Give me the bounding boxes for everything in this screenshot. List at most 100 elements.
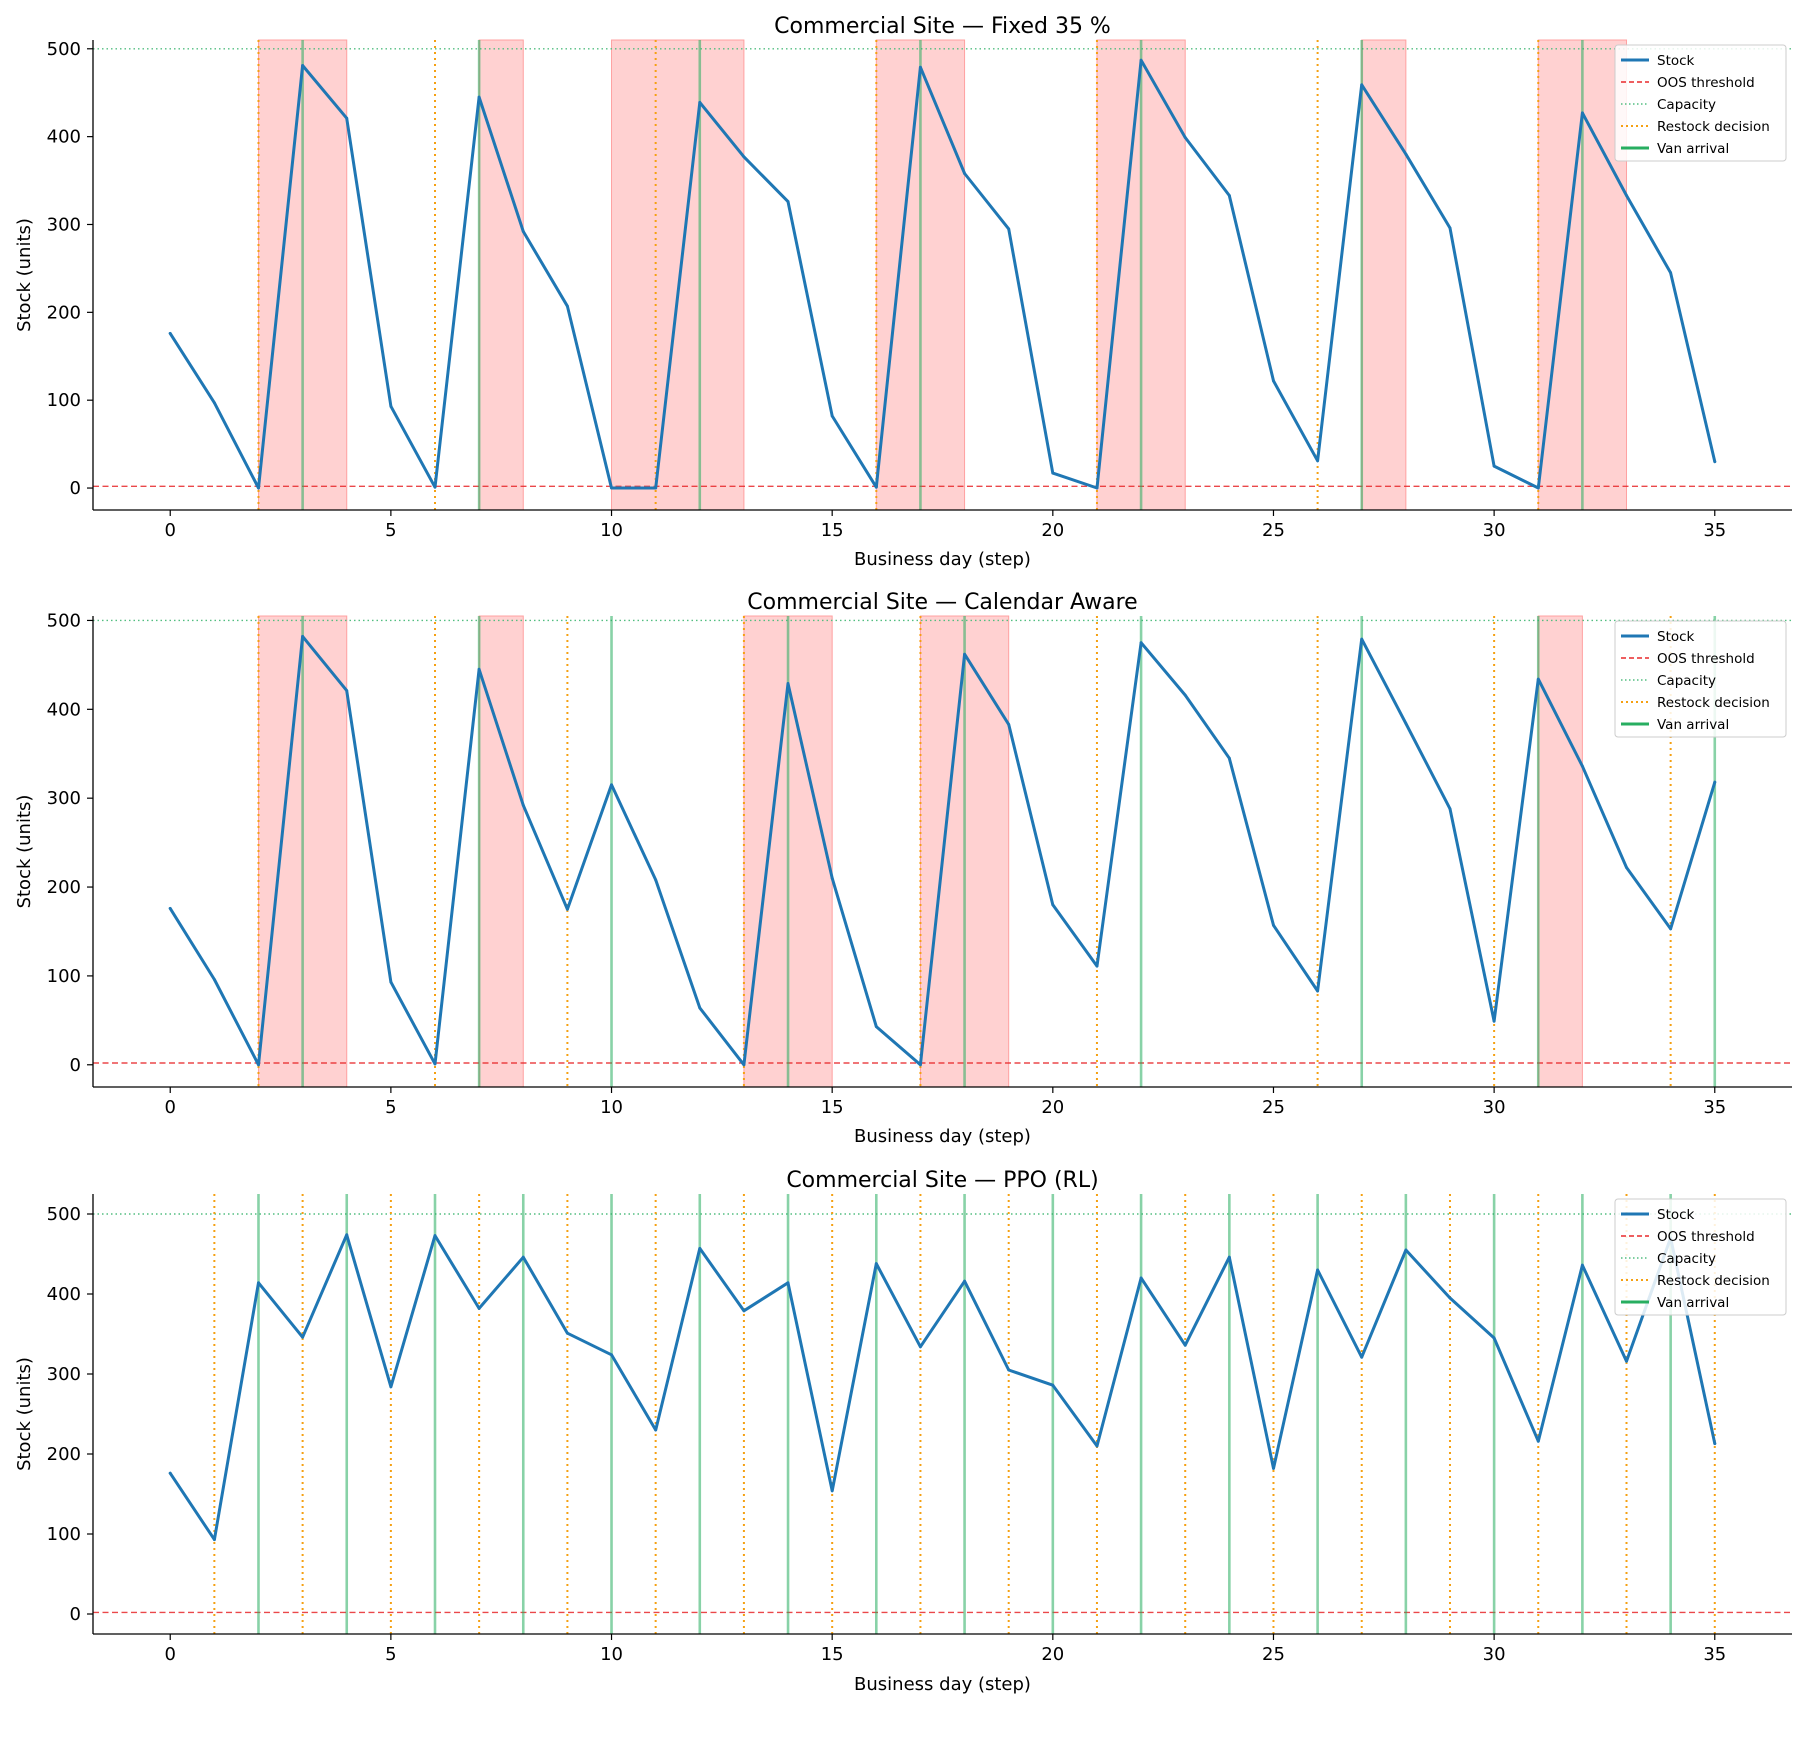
stock-data-point	[1404, 152, 1408, 156]
stock-data-point	[698, 100, 702, 104]
x-tick-label: 25	[1262, 1644, 1285, 1665]
stock-series-line	[168, 1233, 1717, 1542]
legend: Stock OOS threshold Capacity Restock decisi…	[1614, 1198, 1787, 1316]
stock-data-point	[433, 1234, 437, 1237]
stock-data-point	[654, 486, 658, 490]
x-tick-label: 20	[1041, 1644, 1064, 1665]
stock-data-point	[830, 414, 834, 418]
stock-data-point	[786, 682, 790, 685]
y-tick-label: 500	[47, 610, 81, 631]
stock-data-point	[786, 200, 790, 204]
stock-data-point	[610, 783, 613, 787]
legend: Stock OOS threshold Capacity Restock decisi…	[1614, 620, 1787, 738]
stock-data-point	[1051, 903, 1055, 907]
stock-data-point	[1448, 807, 1452, 811]
x-axis-label: Business day (step)	[854, 1126, 1031, 1147]
legend-label: Capacity	[1657, 97, 1716, 113]
x-tick-label: 20	[1041, 1097, 1064, 1118]
y-tick-label: 300	[47, 1364, 81, 1385]
x-tick-label: 15	[821, 1644, 844, 1665]
x-axis-label: Business day (step)	[854, 549, 1031, 570]
stock-data-point	[1183, 136, 1187, 139]
stock-data-point	[1183, 1343, 1187, 1347]
stock-data-point	[1360, 1355, 1364, 1359]
stock-data-point	[301, 1335, 305, 1339]
stock-data-point	[1448, 226, 1452, 230]
legend-label: Capacity	[1657, 673, 1716, 689]
x-tick-label: 25	[1262, 1097, 1285, 1118]
stock-data-point	[1139, 58, 1143, 62]
x-tick-label: 0	[165, 1097, 176, 1118]
stock-data-point	[212, 401, 216, 405]
stock-data-point	[1492, 1019, 1496, 1023]
stock-data-point	[1227, 194, 1231, 197]
stock-data-point	[1625, 866, 1628, 869]
x-tick-label: 0	[165, 1644, 176, 1665]
stock-data-point	[1713, 460, 1717, 464]
y-axis-label: Stock (units)	[14, 795, 35, 909]
y-tick-label: 100	[47, 966, 81, 987]
y-tick-label: 500	[47, 1204, 81, 1225]
legend-label: Restock decision	[1657, 119, 1770, 135]
stock-data-point	[1139, 641, 1143, 645]
stockout-span	[478, 39, 524, 511]
legend-label: Van arrival	[1657, 1295, 1729, 1311]
stock-data-point	[1051, 1383, 1055, 1387]
stock-data-point	[698, 1006, 702, 1010]
stock-data-point	[345, 689, 349, 693]
stock-data-point	[301, 635, 305, 638]
x-tick-label: 35	[1703, 520, 1726, 541]
stock-data-point	[168, 906, 172, 910]
legend-label: Van arrival	[1657, 141, 1729, 157]
stock-data-point	[521, 230, 525, 233]
stock-data-point	[1448, 1296, 1452, 1300]
y-tick-label: 200	[47, 877, 81, 898]
stock-data-point	[830, 876, 834, 880]
stock-data-point	[919, 65, 922, 69]
stock-data-point	[654, 878, 658, 882]
stock-data-point	[168, 332, 172, 335]
stock-data-point	[1272, 1467, 1275, 1470]
legend-box	[1614, 1198, 1787, 1316]
y-axis-label: Stock (units)	[14, 1357, 35, 1471]
stock-data-point	[1404, 722, 1408, 725]
stock-data-point	[830, 1489, 834, 1493]
stock-data-point	[1580, 1263, 1584, 1267]
chart-title: Commercial Site — Fixed 35 %	[774, 14, 1111, 39]
stock-series-line	[168, 58, 1717, 490]
stock-data-point	[1580, 764, 1584, 768]
legend-label: OOS threshold	[1657, 651, 1755, 667]
x-tick-label: 5	[385, 1097, 396, 1118]
stock-data-point	[345, 1233, 349, 1237]
stock-data-point	[1227, 1255, 1231, 1259]
y-tick-label: 200	[47, 302, 81, 323]
stock-data-point	[1625, 194, 1628, 197]
stock-data-point	[1316, 989, 1320, 993]
stock-data-point	[919, 1063, 922, 1067]
stock-data-point	[389, 980, 393, 984]
x-tick-label: 30	[1483, 520, 1506, 541]
legend-label: Stock	[1657, 629, 1695, 645]
stock-data-point	[1139, 1276, 1143, 1280]
stock-data-point	[1580, 111, 1584, 115]
stock-data-point	[521, 803, 525, 807]
stock-data-point	[1669, 927, 1673, 931]
stock-data-point	[477, 1307, 481, 1310]
legend-label: Restock decision	[1657, 1273, 1770, 1289]
legend-label: Van arrival	[1657, 717, 1729, 733]
stock-data-point	[742, 1309, 746, 1313]
stock-data-point	[257, 1063, 260, 1067]
x-tick-label: 0	[165, 520, 176, 541]
stock-data-point	[1536, 1439, 1540, 1443]
stock-data-point	[1095, 1444, 1099, 1448]
stock-data-point	[654, 1428, 658, 1432]
stock-data-point	[1404, 1248, 1408, 1252]
stock-data-point	[963, 1279, 966, 1283]
stock-data-point	[345, 116, 349, 120]
stock-data-point	[477, 95, 481, 99]
stock-data-point	[786, 1281, 790, 1285]
legend-box	[1614, 44, 1787, 162]
stock-data-point	[301, 64, 305, 67]
x-tick-label: 30	[1483, 1644, 1506, 1665]
